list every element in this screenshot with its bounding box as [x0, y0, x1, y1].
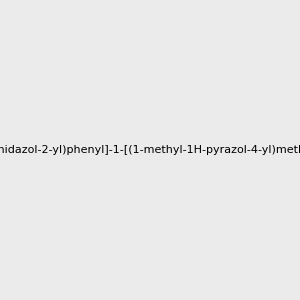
Text: N-[4-(1H-benzimidazol-2-yl)phenyl]-1-[(1-methyl-1H-pyrazol-4-yl)methyl]prolinami: N-[4-(1H-benzimidazol-2-yl)phenyl]-1-[(1… — [0, 145, 300, 155]
